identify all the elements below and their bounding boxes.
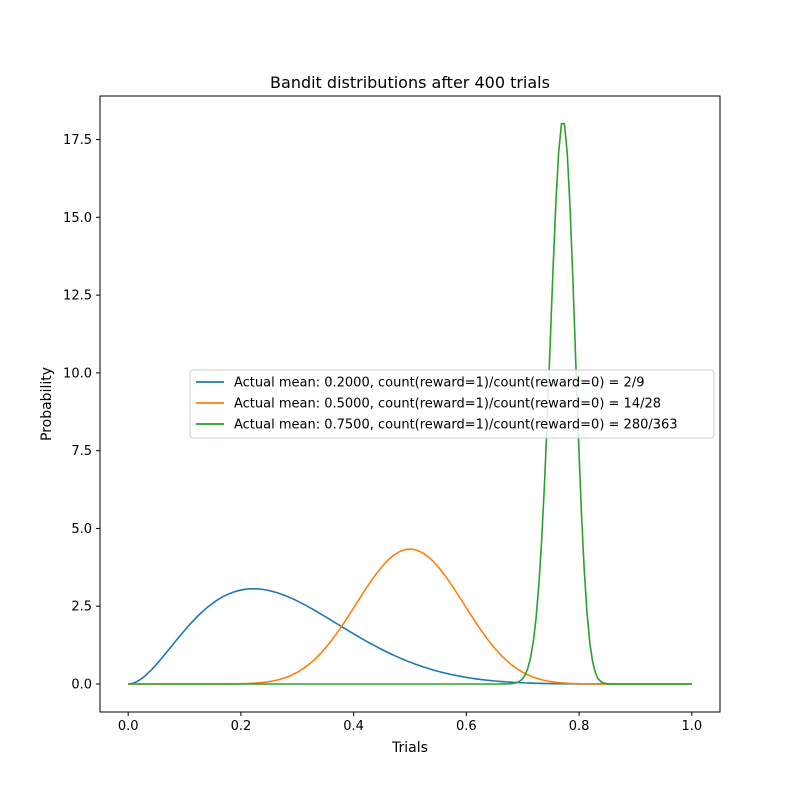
y-tick-label: 7.5 <box>71 444 92 459</box>
x-tick-label: 0.8 <box>569 719 590 734</box>
legend-label-2: Actual mean: 0.7500, count(reward=1)/cou… <box>234 418 678 433</box>
y-axis: 0.0 2.5 5.0 7.5 10.0 12.5 15.0 17.5 <box>63 133 100 693</box>
legend-box <box>189 369 715 439</box>
y-tick-label: 5.0 <box>71 522 92 537</box>
y-tick-label: 15.0 <box>63 211 92 226</box>
y-axis-label: Probability <box>39 367 55 441</box>
legend: Actual mean: 0.2000, count(reward=1)/cou… <box>189 369 715 439</box>
x-tick-label: 0.2 <box>231 719 252 734</box>
x-tick-label: 1.0 <box>681 719 702 734</box>
series-line-2 <box>128 122 692 685</box>
legend-label-1: Actual mean: 0.5000, count(reward=1)/cou… <box>234 397 661 412</box>
y-tick-label: 0.0 <box>71 678 92 693</box>
y-tick-label: 2.5 <box>71 600 92 615</box>
y-tick-label: 10.0 <box>63 366 92 381</box>
plot-area <box>128 122 692 685</box>
legend-label-0: Actual mean: 0.2000, count(reward=1)/cou… <box>234 376 644 391</box>
x-tick-label: 0.4 <box>343 719 364 734</box>
x-axis: 0.0 0.2 0.4 0.6 0.8 1.0 <box>118 712 702 734</box>
x-tick-label: 0.0 <box>118 719 139 734</box>
x-axis-label: Trials <box>391 740 428 756</box>
y-tick-label: 12.5 <box>63 289 92 304</box>
chart-title: Bandit distributions after 400 trials <box>270 73 550 92</box>
axes-frame <box>99 95 721 713</box>
y-tick-label: 17.5 <box>63 133 92 148</box>
x-tick-label: 0.6 <box>456 719 477 734</box>
